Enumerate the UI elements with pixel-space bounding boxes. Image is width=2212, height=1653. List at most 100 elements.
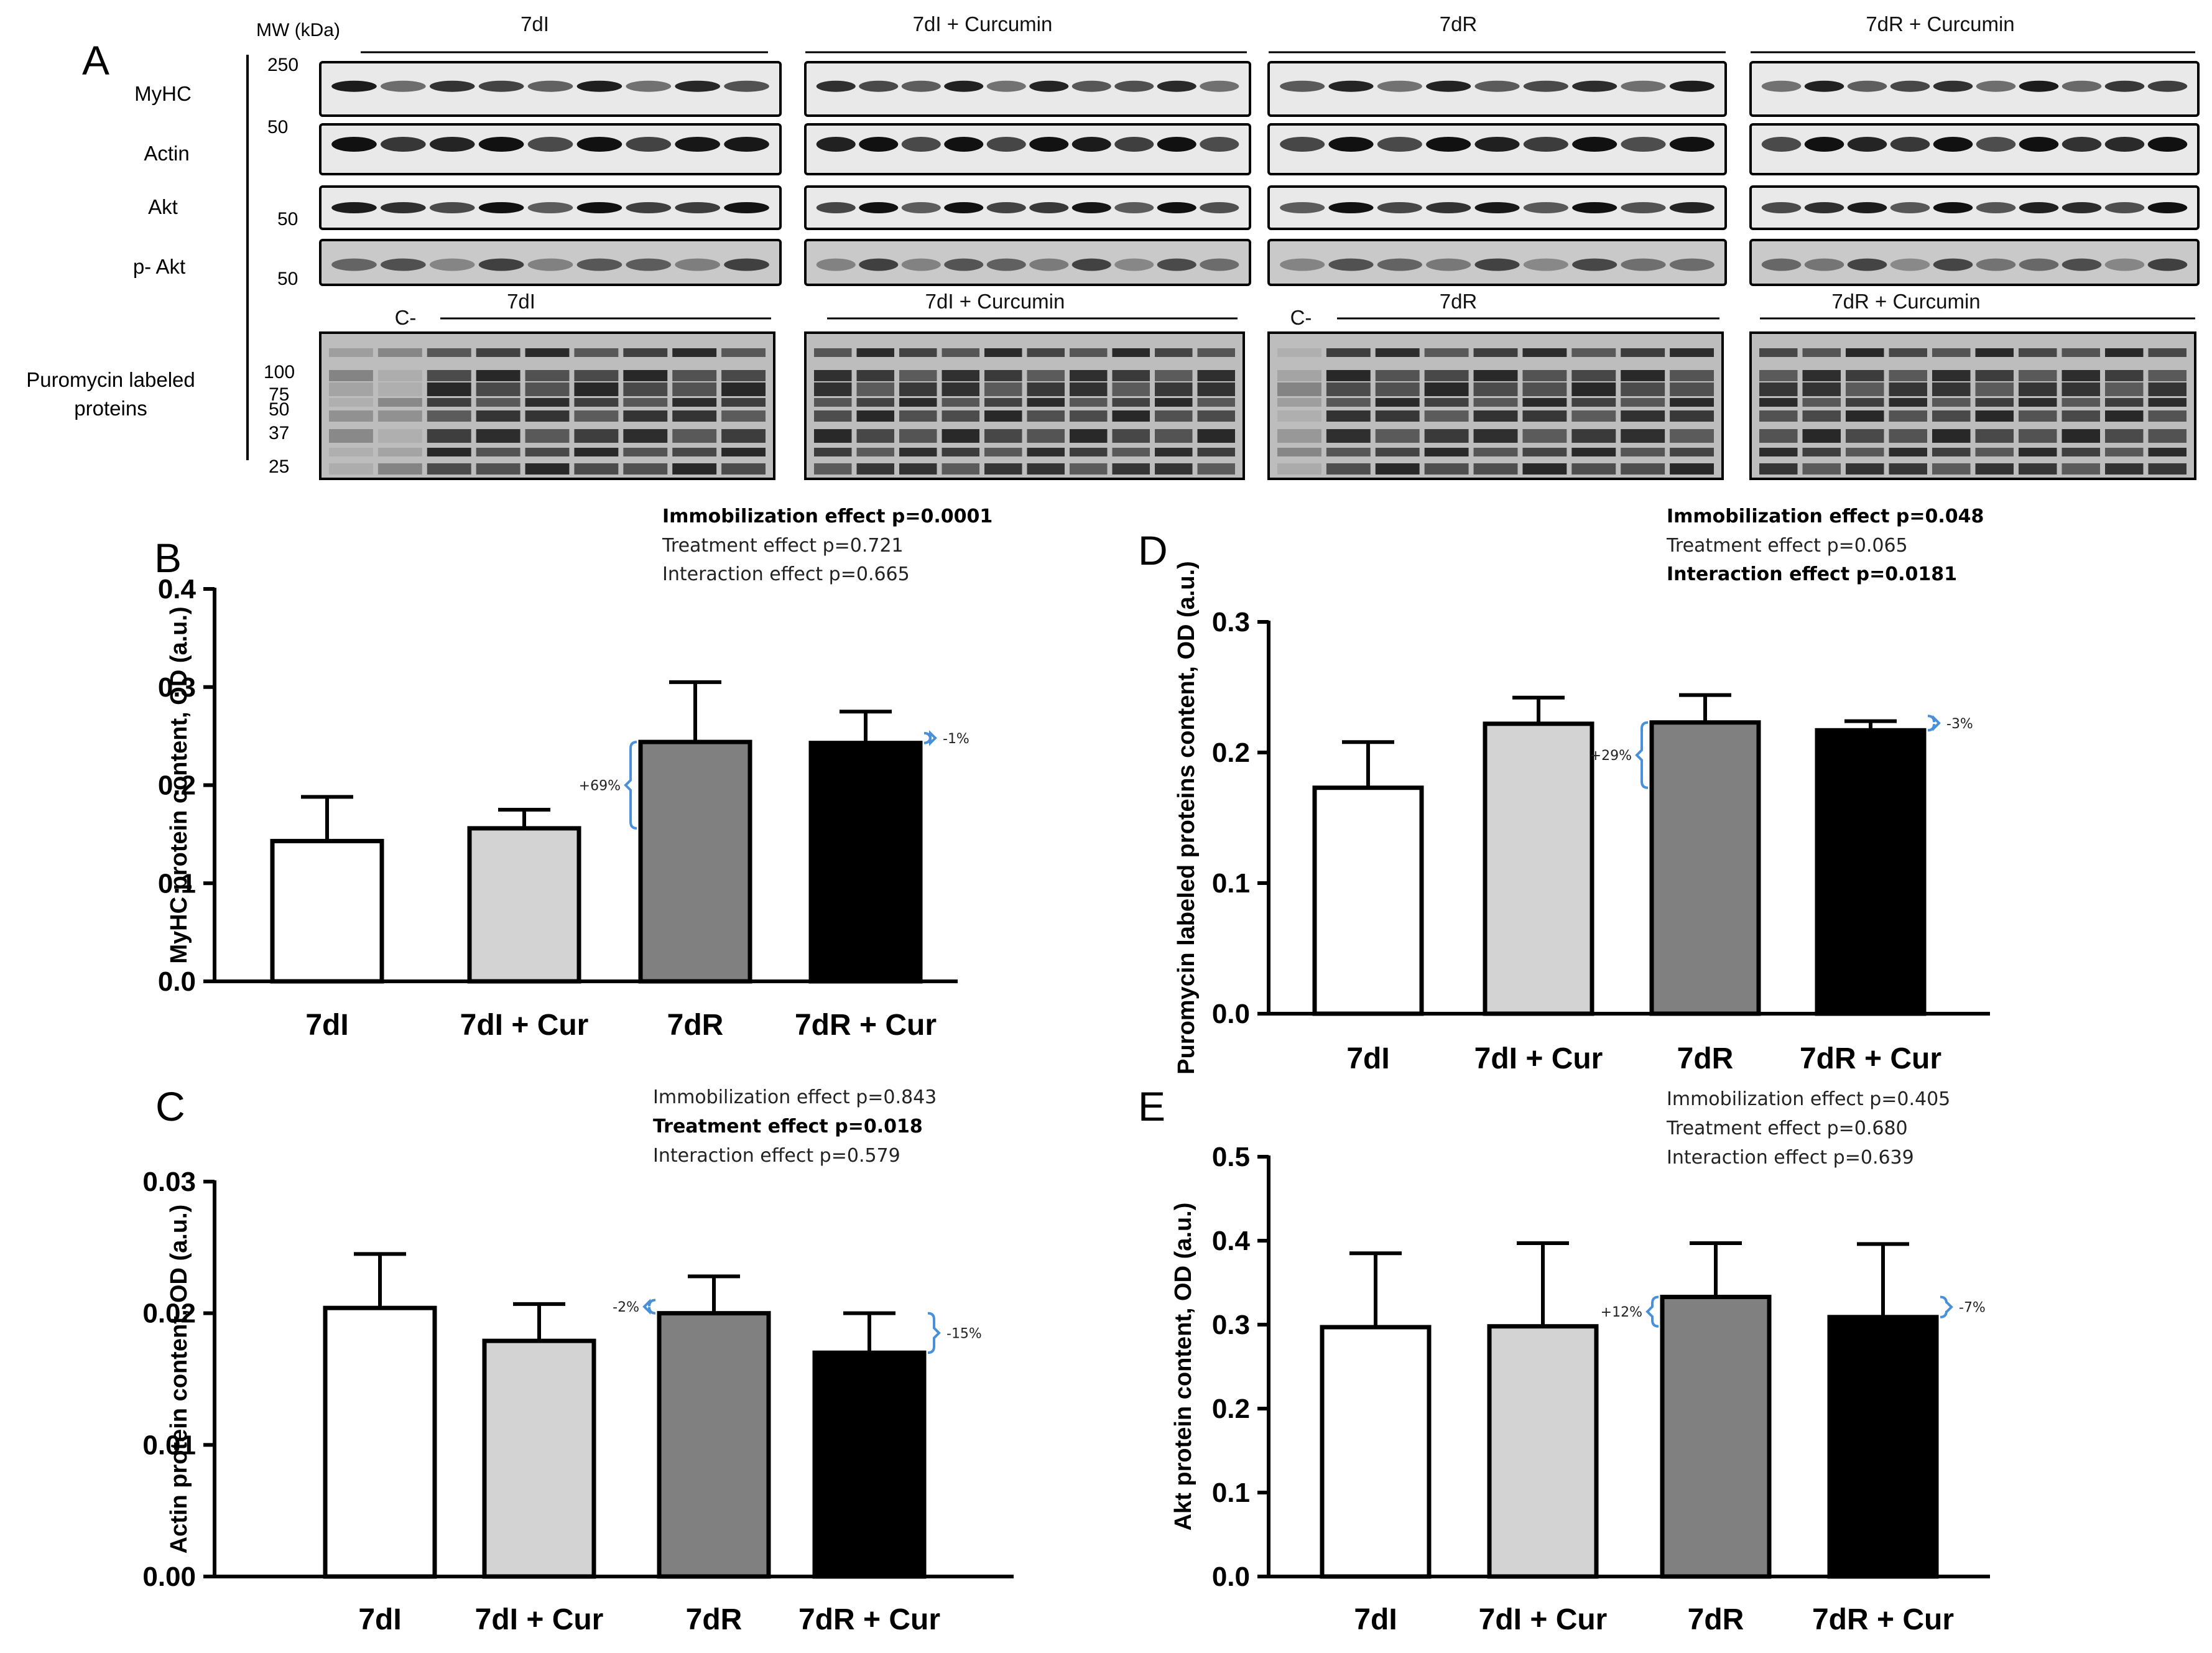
chart-panel-e: E Immobilization effect p=0.405 Treatment … — [1138, 1083, 1990, 1636]
puromycin-label-line2: proteins — [74, 397, 147, 420]
y-tick-label: 0.4 — [158, 574, 197, 604]
blot-strip — [1267, 239, 1727, 286]
puromycin-blot-strips — [319, 331, 2196, 480]
puromycin-band — [1197, 448, 1235, 456]
blot-band — [478, 202, 524, 213]
puromycin-band — [899, 398, 937, 407]
puromycin-band — [2062, 463, 2100, 475]
stats-line: Interaction effect p=0.0181 — [1667, 563, 1957, 585]
puromycin-band — [329, 348, 373, 357]
blot-band — [1761, 137, 1802, 152]
blot-group-title-3: 7dR — [1440, 12, 1478, 35]
puromycin-band — [427, 463, 471, 475]
puromycin-band — [856, 348, 894, 357]
blot-strip — [1267, 123, 1727, 175]
blot-band — [1572, 202, 1617, 213]
puromycin-band — [1197, 398, 1235, 407]
puromycin-band — [1621, 382, 1665, 396]
puromycin-band — [1112, 370, 1150, 381]
blot-strip — [1267, 61, 1727, 117]
blot-band — [576, 258, 622, 271]
puromycin-band — [942, 463, 979, 475]
puromycin-band — [2062, 348, 2100, 357]
blot-band — [2147, 202, 2188, 213]
blot-band — [1029, 258, 1069, 271]
bar — [1649, 720, 1761, 1016]
puromycin-band — [1155, 398, 1193, 407]
puromycin-band — [525, 382, 570, 396]
puromycin-band — [1759, 463, 1798, 475]
blot-band — [2062, 137, 2102, 152]
puromycin-band — [1326, 382, 1371, 396]
puromycin-band — [672, 382, 717, 396]
puromycin-band — [1846, 348, 1884, 357]
puromycin-band — [1889, 429, 1927, 443]
puromycin-band — [942, 448, 979, 456]
blot-band — [675, 202, 720, 213]
puromycin-band — [721, 382, 766, 396]
category-label: 7dI — [1346, 1042, 1389, 1075]
mw-marker-actin: 50 — [267, 117, 288, 137]
puromycin-band — [1112, 398, 1150, 407]
blot-group-title-4: 7dR + Curcumin — [1866, 12, 2014, 35]
puromycin-band — [1070, 448, 1108, 456]
puromycin-band — [1571, 448, 1616, 456]
blot-band — [1071, 258, 1111, 271]
category-label: 7dR + Cur — [795, 1009, 937, 1042]
puromycin-band — [1621, 370, 1665, 381]
blot-band — [2147, 137, 2188, 152]
blot-band — [1377, 80, 1422, 92]
blot-band — [816, 80, 856, 92]
puromycin-band — [1424, 429, 1469, 443]
bar — [467, 826, 581, 984]
puromycin-band — [1975, 463, 2014, 475]
y-tick-label: 0.1 — [1212, 868, 1250, 899]
blot-band — [1071, 80, 1111, 92]
puromycin-band — [1112, 348, 1150, 357]
blot-band — [1328, 258, 1374, 271]
y-tick-label: 0.1 — [158, 868, 196, 899]
puromycin-band — [427, 448, 471, 456]
puromycin-band — [1326, 370, 1371, 381]
y-tick-label: 0.1 — [1212, 1478, 1250, 1508]
puromycin-band — [1975, 448, 2014, 456]
blot-group-title-1: 7dI — [521, 12, 549, 35]
stats-line: Treatment effect p=0.721 — [662, 535, 904, 557]
blot-band — [1976, 80, 2016, 92]
puromycin-band — [1621, 398, 1665, 407]
puromycin-band — [899, 370, 937, 381]
puromycin-band — [1027, 398, 1065, 407]
puromycin-band — [2105, 429, 2144, 443]
puromycin-band — [2062, 398, 2100, 407]
puromycin-band — [899, 463, 937, 475]
blot-strip — [319, 61, 782, 117]
puromycin-band — [1975, 429, 2014, 443]
puromycin-band — [1070, 348, 1108, 357]
puromycin-band — [1932, 448, 1971, 456]
puromycin-band — [899, 410, 937, 422]
y-axis-label: Actin protein content, OD (a.u.) — [166, 1205, 192, 1554]
blot-band — [1847, 137, 1887, 152]
blot-band — [2062, 202, 2102, 213]
blot-band — [1029, 202, 1069, 213]
blot-strip-frame — [319, 239, 782, 286]
puromycin-label-line1: Puromycin labeled — [26, 368, 195, 391]
blot-band — [944, 80, 984, 92]
mw-marker-myhc: 250 — [267, 55, 298, 75]
blot-band — [675, 258, 720, 271]
blot-band — [1761, 202, 1802, 213]
blot-strip-frame — [1749, 185, 2200, 230]
blot-band — [724, 80, 769, 92]
puromycin-band — [984, 382, 1022, 396]
panel-a-label: A — [82, 37, 109, 83]
puromycin-band — [1027, 370, 1065, 381]
puromycin-band — [1027, 448, 1065, 456]
puromycin-band — [1277, 448, 1321, 456]
blot-band — [1426, 80, 1471, 92]
blot-band — [331, 258, 377, 271]
y-tick-label: 0.5 — [1212, 1142, 1250, 1172]
puromycin-band — [1932, 410, 1971, 422]
puromycin-band — [1802, 463, 1841, 475]
bar — [323, 1305, 437, 1579]
puromycin-band — [2019, 382, 2057, 396]
